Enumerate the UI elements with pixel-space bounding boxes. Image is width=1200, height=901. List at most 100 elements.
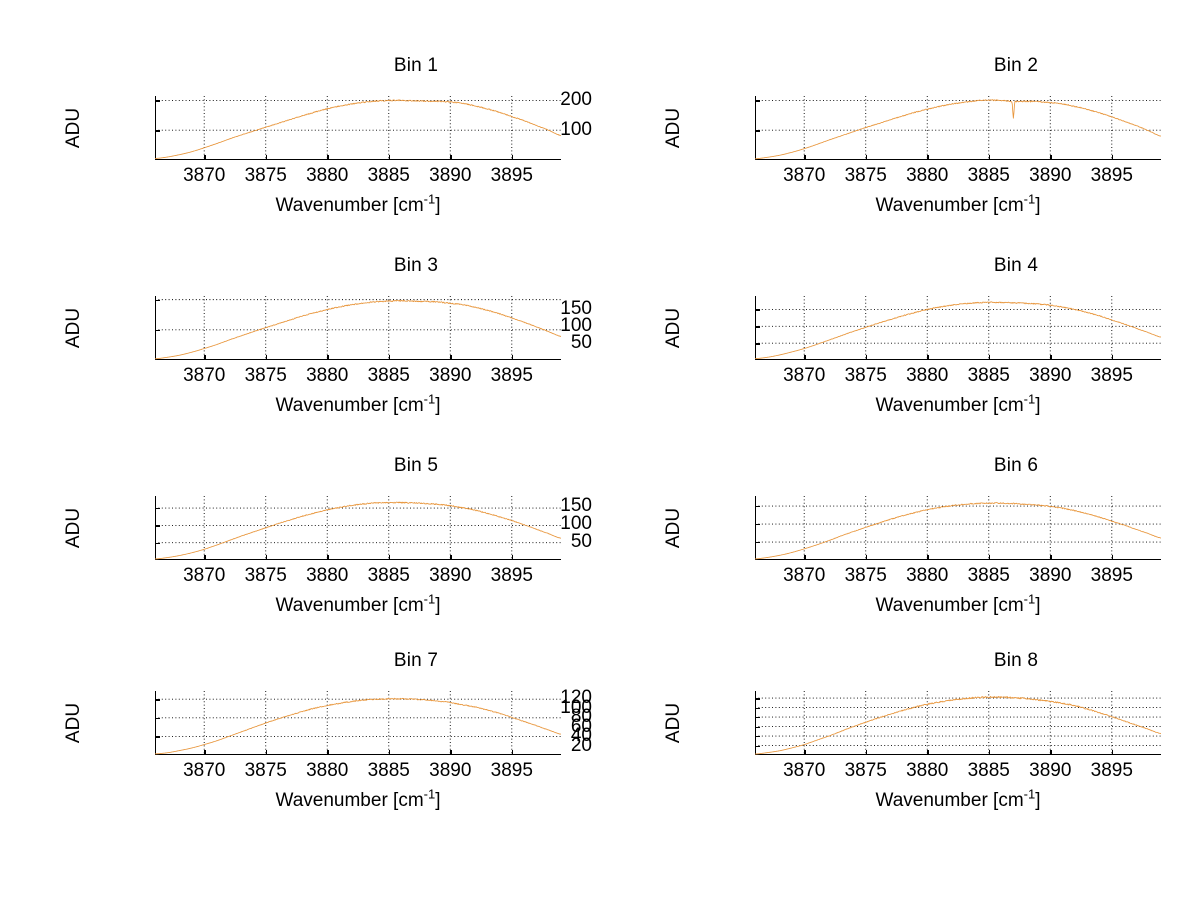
subplot-panel: Bin 7ADU50100150387038753880388538903895… [0, 650, 600, 850]
y-tick-mark [155, 329, 160, 332]
spectrum-line [755, 695, 1161, 755]
y-tick-mark [755, 326, 760, 328]
y-tick-label: 100 [560, 696, 592, 718]
x-tick-mark [327, 750, 329, 755]
x-axis-label-exponent: -1 [423, 391, 436, 407]
panel-title: Bin 1 [0, 55, 600, 77]
x-tick-label-group: 3870 3875 3880 3885 3890 3895 [755, 760, 1161, 784]
subplot-panel: Bin 3ADU100200387038753880388538903895Wa… [0, 255, 600, 455]
x-tick-mark [804, 750, 806, 755]
y-tick-mark [755, 745, 760, 747]
x-tick-mark [327, 555, 329, 560]
x-tick-label: 3880 [306, 760, 349, 781]
x-tick-label-group: 3870 3875 3880 3885 3890 3895 [155, 760, 561, 784]
x-axis-label-prefix: Wavenumber [cm [275, 195, 424, 216]
x-tick-label: 3870 [183, 165, 226, 186]
x-axis-label-exponent: -1 [1023, 591, 1036, 607]
y-tick-mark [155, 525, 160, 527]
x-tick-label: 3875 [844, 565, 887, 586]
x-tick-mark [927, 555, 929, 560]
x-tick-mark [865, 155, 868, 160]
y-tick-mark [155, 699, 160, 701]
x-axis-label-suffix: ] [435, 790, 441, 811]
x-tick-label: 3895 [490, 565, 533, 586]
x-tick-mark [988, 750, 991, 755]
y-tick-mark [755, 542, 760, 544]
x-axis-label-exponent: -1 [1023, 391, 1036, 407]
axes-box [155, 496, 561, 560]
x-tick-label: 3895 [490, 760, 533, 781]
y-axis-label: ADU [663, 507, 684, 549]
x-axis-label-prefix: Wavenumber [cm [875, 595, 1024, 616]
x-tick-label: 3870 [183, 565, 226, 586]
panel-title: Bin 2 [600, 55, 1200, 77]
y-tick-mark [155, 100, 160, 102]
y-tick-mark [755, 130, 760, 132]
x-tick-label: 3895 [1090, 365, 1133, 386]
x-tick-label: 3885 [367, 165, 410, 186]
x-tick-label-group: 3870 3875 3880 3885 3890 3895 [755, 165, 1161, 189]
x-tick-label: 3885 [967, 165, 1010, 186]
y-tick-mark [755, 309, 760, 311]
y-tick-mark [755, 524, 760, 526]
x-tick-label: 3875 [244, 565, 287, 586]
x-tick-label: 3880 [906, 565, 949, 586]
panel-title-text: Bin 4 [993, 255, 1039, 276]
axes-box [155, 296, 561, 360]
panel-title: Bin 6 [600, 455, 1200, 477]
x-tick-mark [804, 355, 806, 360]
x-axis-label-prefix: Wavenumber [cm [275, 395, 424, 416]
y-tick-mark [755, 698, 760, 700]
x-tick-label: 3880 [906, 365, 949, 386]
y-tick-mark [155, 717, 160, 720]
y-tick-label: 100 [560, 513, 592, 535]
x-tick-mark [450, 555, 452, 560]
y-tick-mark [755, 707, 760, 709]
x-tick-label: 3890 [1029, 165, 1072, 186]
x-tick-mark [1111, 750, 1114, 755]
plot-svg [755, 296, 1161, 360]
y-tick-label: 150 [560, 495, 592, 517]
x-axis-label-prefix: Wavenumber [cm [875, 790, 1024, 811]
x-axis-label-suffix: ] [1035, 395, 1041, 416]
plot-area [755, 296, 1161, 360]
x-tick-mark [865, 750, 868, 755]
x-tick-label: 3875 [844, 760, 887, 781]
x-tick-mark [388, 555, 391, 560]
x-tick-label: 3880 [306, 565, 349, 586]
x-tick-mark [1050, 555, 1052, 560]
x-tick-label: 3875 [244, 165, 287, 186]
x-tick-label: 3885 [367, 365, 410, 386]
y-tick-label: 200 [560, 89, 592, 111]
panel-title-text: Bin 3 [393, 255, 439, 276]
x-tick-mark [265, 750, 268, 755]
y-axis-label: ADU [63, 507, 84, 549]
x-tick-label: 3880 [906, 165, 949, 186]
x-axis-label-suffix: ] [1035, 195, 1041, 216]
x-tick-label: 3880 [906, 760, 949, 781]
panel-title: Bin 3 [0, 255, 600, 277]
y-tick-label: 60 [570, 715, 592, 737]
x-tick-label: 3870 [783, 165, 826, 186]
y-tick-label: 40 [570, 725, 592, 747]
x-tick-label: 3895 [1090, 165, 1133, 186]
y-tick-label: 150 [560, 298, 592, 320]
y-tick-mark [155, 508, 160, 510]
x-tick-mark [804, 555, 806, 560]
x-tick-mark [265, 355, 268, 360]
panel-title: Bin 7 [0, 650, 600, 672]
plot-area [155, 96, 561, 160]
x-tick-label: 3890 [429, 760, 472, 781]
x-tick-mark [204, 355, 206, 360]
x-tick-mark [450, 355, 452, 360]
x-axis-label: Wavenumber [cm-1] [755, 391, 1161, 417]
x-tick-label: 3870 [783, 365, 826, 386]
axes-box [155, 96, 561, 160]
spectrum-line [755, 502, 1161, 560]
x-tick-label: 3880 [306, 165, 349, 186]
panel-title-text: Bin 1 [393, 55, 439, 76]
plot-svg [755, 96, 1161, 160]
x-tick-mark [988, 155, 991, 160]
x-tick-mark [1050, 750, 1052, 755]
y-tick-label: 80 [570, 706, 592, 728]
